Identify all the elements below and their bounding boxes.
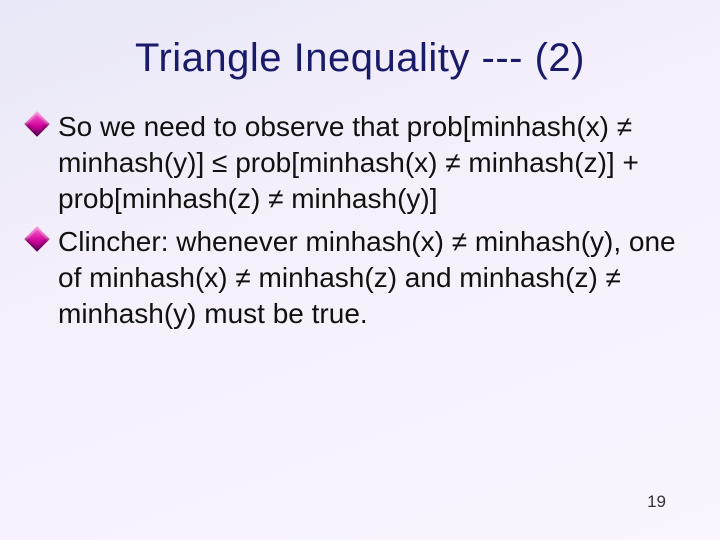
- bullet-item: So we need to observe that prob[minhash(…: [58, 109, 680, 216]
- bullet-text: Clincher: whenever minhash(x) ≠ minhash(…: [58, 224, 680, 331]
- slide: Triangle Inequality --- (2) So we need t…: [0, 0, 720, 540]
- slide-title: Triangle Inequality --- (2): [0, 0, 720, 81]
- diamond-bullet-icon: [24, 227, 49, 252]
- page-number: 19: [647, 492, 666, 512]
- bullet-text: So we need to observe that prob[minhash(…: [58, 109, 680, 216]
- diamond-bullet-icon: [24, 111, 49, 136]
- bullet-item: Clincher: whenever minhash(x) ≠ minhash(…: [58, 224, 680, 331]
- slide-content: So we need to observe that prob[minhash(…: [0, 81, 720, 332]
